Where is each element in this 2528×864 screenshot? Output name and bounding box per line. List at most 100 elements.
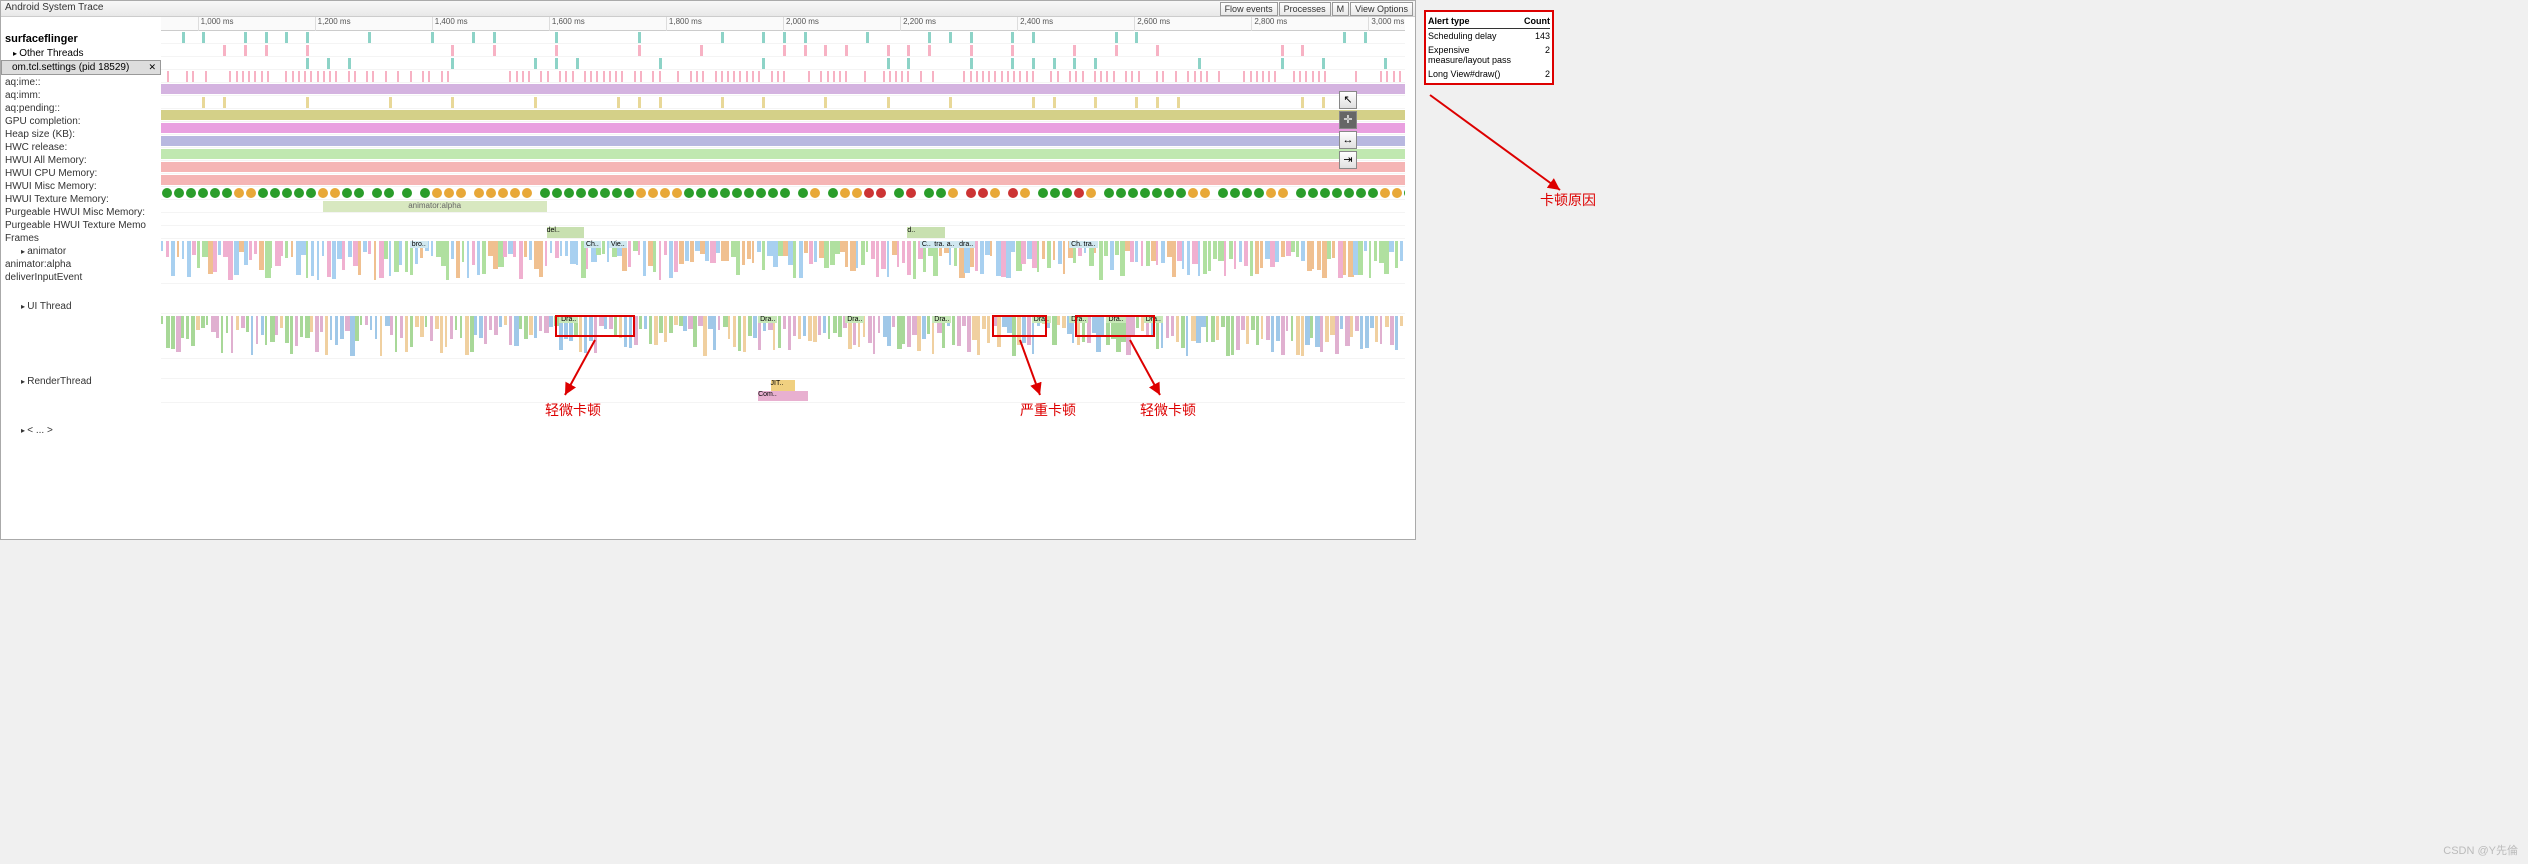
- frame-good[interactable]: [924, 188, 934, 198]
- frame-good[interactable]: [696, 188, 706, 198]
- frame-good[interactable]: [588, 188, 598, 198]
- processes-button[interactable]: Processes: [1279, 2, 1331, 16]
- frame-good[interactable]: [1344, 188, 1354, 198]
- frame-good[interactable]: [576, 188, 586, 198]
- track-label[interactable]: deliverInputEvent: [1, 270, 161, 283]
- frame-good[interactable]: [780, 188, 790, 198]
- frame-good[interactable]: [354, 188, 364, 198]
- frame-good[interactable]: [198, 188, 208, 198]
- frame-bad[interactable]: [906, 188, 916, 198]
- frame-good[interactable]: [564, 188, 574, 198]
- frame-good[interactable]: [372, 188, 382, 198]
- frame-bad[interactable]: [1074, 188, 1084, 198]
- frame-jank[interactable]: [456, 188, 466, 198]
- track-row[interactable]: [161, 174, 1405, 187]
- view-options-button[interactable]: View Options: [1350, 2, 1413, 16]
- frame-jank[interactable]: [636, 188, 646, 198]
- track-label[interactable]: animator: [1, 244, 161, 257]
- frame-good[interactable]: [744, 188, 754, 198]
- track-label[interactable]: HWUI CPU Memory:: [1, 166, 161, 179]
- frame-good[interactable]: [1242, 188, 1252, 198]
- frame-jank[interactable]: [648, 188, 658, 198]
- frame-good[interactable]: [1104, 188, 1114, 198]
- track-label[interactable]: Purgeable HWUI Texture Memo: [1, 218, 161, 231]
- track-label[interactable]: Purgeable HWUI Misc Memory:: [1, 205, 161, 218]
- close-icon[interactable]: ✕: [148, 62, 156, 73]
- tracks-area[interactable]: animator:alphadel..d..bro..Ch..Vie..C..t…: [161, 31, 1405, 539]
- frame-bad[interactable]: [978, 188, 988, 198]
- frame-jank[interactable]: [672, 188, 682, 198]
- track-label[interactable]: UI Thread: [1, 283, 161, 328]
- frame-good[interactable]: [282, 188, 292, 198]
- flow-events-button[interactable]: Flow events: [1220, 2, 1278, 16]
- frame-good[interactable]: [342, 188, 352, 198]
- track-row[interactable]: animator:alpha: [161, 200, 1405, 213]
- frame-jank[interactable]: [660, 188, 670, 198]
- pan-tool-icon[interactable]: ↔: [1339, 131, 1357, 149]
- track-row[interactable]: JIT..Com..: [161, 379, 1405, 403]
- frame-good[interactable]: [684, 188, 694, 198]
- frame-good[interactable]: [270, 188, 280, 198]
- frame-good[interactable]: [258, 188, 268, 198]
- track-label[interactable]: HWUI All Memory:: [1, 153, 161, 166]
- frame-good[interactable]: [720, 188, 730, 198]
- frame-bad[interactable]: [1008, 188, 1018, 198]
- frame-good[interactable]: [174, 188, 184, 198]
- frame-good[interactable]: [306, 188, 316, 198]
- frame-good[interactable]: [1332, 188, 1342, 198]
- alert-row[interactable]: Expensive measure/layout pass2: [1428, 43, 1550, 67]
- track-label[interactable]: [1, 403, 161, 423]
- frame-good[interactable]: [1038, 188, 1048, 198]
- frame-bad[interactable]: [864, 188, 874, 198]
- frame-good[interactable]: [1062, 188, 1072, 198]
- frame-jank[interactable]: [1020, 188, 1030, 198]
- frame-jank[interactable]: [990, 188, 1000, 198]
- frame-good[interactable]: [384, 188, 394, 198]
- frame-good[interactable]: [1152, 188, 1162, 198]
- track-label[interactable]: < ... >: [1, 423, 161, 447]
- track-row[interactable]: [161, 284, 1405, 314]
- frame-good[interactable]: [294, 188, 304, 198]
- track-row[interactable]: [161, 359, 1405, 379]
- frame-jank[interactable]: [486, 188, 496, 198]
- track-row[interactable]: [161, 213, 1405, 226]
- frame-good[interactable]: [828, 188, 838, 198]
- alert-row[interactable]: Scheduling delay143: [1428, 29, 1550, 43]
- frame-good[interactable]: [1128, 188, 1138, 198]
- frame-jank[interactable]: [810, 188, 820, 198]
- track-row[interactable]: [161, 148, 1405, 161]
- frame-good[interactable]: [402, 188, 412, 198]
- selected-process-row[interactable]: om.tcl.settings (pid 18529) ✕: [1, 60, 161, 75]
- track-row[interactable]: [161, 122, 1405, 135]
- frame-jank[interactable]: [330, 188, 340, 198]
- track-row[interactable]: [161, 109, 1405, 122]
- track-label[interactable]: HWUI Misc Memory:: [1, 179, 161, 192]
- frame-good[interactable]: [186, 188, 196, 198]
- frame-good[interactable]: [420, 188, 430, 198]
- frame-good[interactable]: [894, 188, 904, 198]
- frame-good[interactable]: [1404, 188, 1405, 198]
- frame-jank[interactable]: [522, 188, 532, 198]
- track-label[interactable]: aq:pending::: [1, 101, 161, 114]
- frame-good[interactable]: [1176, 188, 1186, 198]
- frame-good[interactable]: [1230, 188, 1240, 198]
- track-row[interactable]: bro..Ch..Vie..C..tra..a..dra..Ch..tra..: [161, 239, 1405, 284]
- frame-good[interactable]: [210, 188, 220, 198]
- surfaceflinger-header[interactable]: surfaceflinger: [1, 31, 161, 47]
- track-label[interactable]: HWC release:: [1, 140, 161, 153]
- track-label[interactable]: [1, 328, 161, 358]
- frame-jank[interactable]: [444, 188, 454, 198]
- frame-jank[interactable]: [1380, 188, 1390, 198]
- timing-tool-icon[interactable]: ⇥: [1339, 151, 1357, 169]
- track-label[interactable]: aq:imm:: [1, 88, 161, 101]
- track-row[interactable]: [161, 57, 1405, 70]
- frame-good[interactable]: [1140, 188, 1150, 198]
- frame-bad[interactable]: [966, 188, 976, 198]
- pointer-tool-icon[interactable]: ↖: [1339, 91, 1357, 109]
- frame-good[interactable]: [798, 188, 808, 198]
- track-row[interactable]: Dra..Dra..Dra..Dra..Dra..Dra..Dra..Dra..: [161, 314, 1405, 359]
- track-label[interactable]: animator:alpha: [1, 257, 161, 270]
- track-row[interactable]: [161, 70, 1405, 83]
- frame-jank[interactable]: [498, 188, 508, 198]
- frame-jank[interactable]: [474, 188, 484, 198]
